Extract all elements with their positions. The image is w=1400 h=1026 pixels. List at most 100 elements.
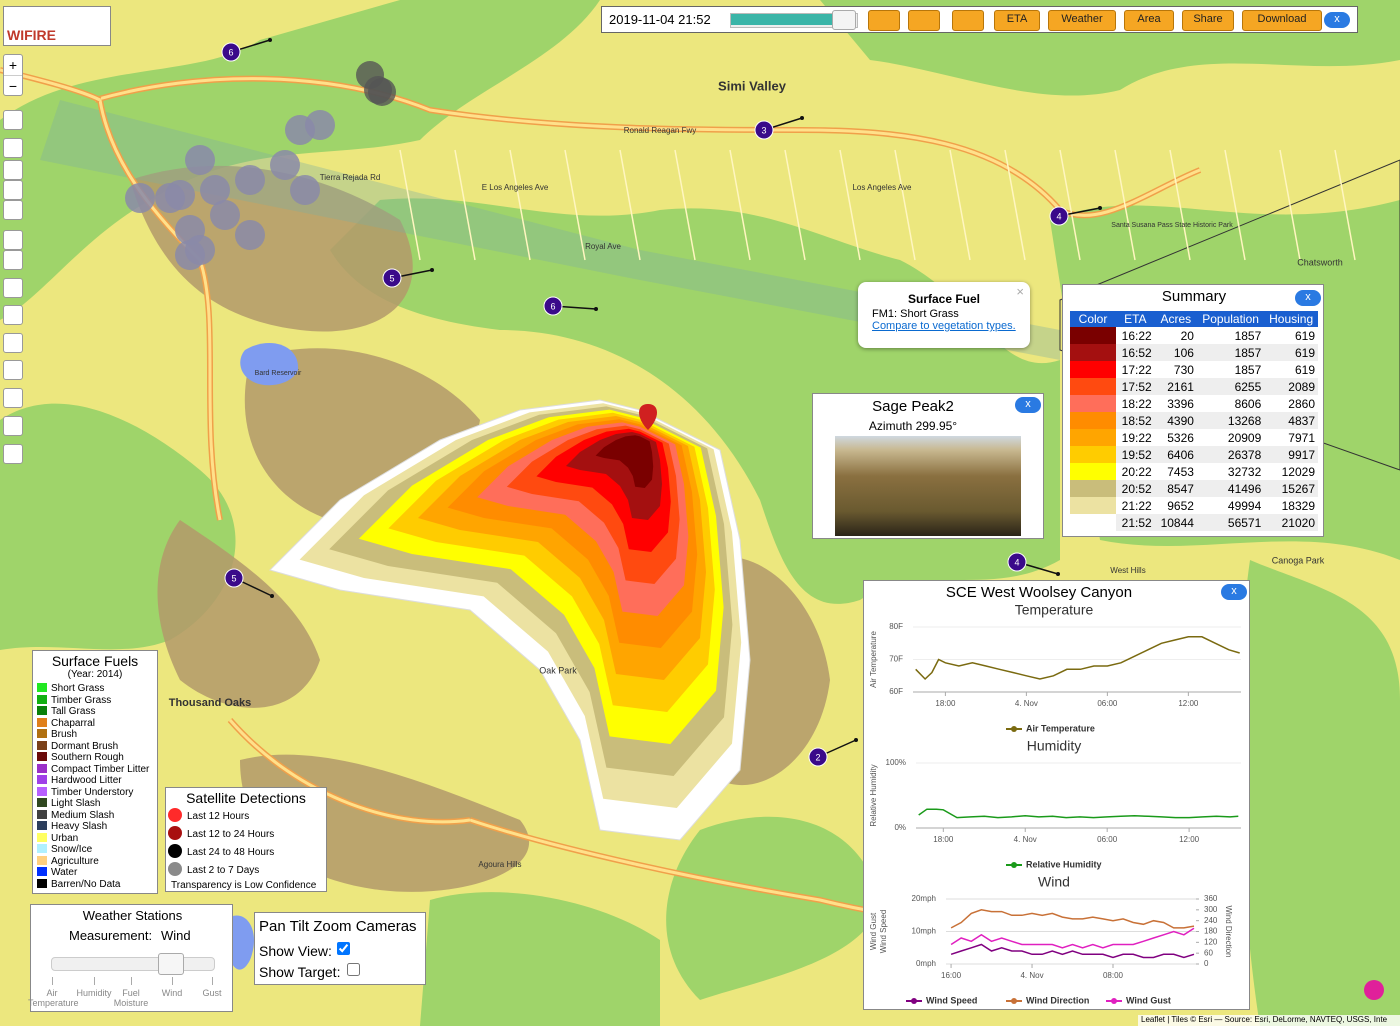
- close-button[interactable]: x: [1324, 12, 1350, 28]
- slider-handle[interactable]: [158, 953, 184, 975]
- tool-button[interactable]: [3, 360, 23, 380]
- weather-station[interactable]: [808, 747, 828, 767]
- control-button[interactable]: [952, 10, 984, 31]
- x-tick-label: 18:00: [933, 835, 954, 844]
- camera-image[interactable]: [835, 436, 1021, 536]
- tool-button[interactable]: [3, 305, 23, 325]
- legend-label: Tall Grass: [51, 706, 96, 717]
- street: [564, 149, 586, 261]
- popup-close[interactable]: ×: [1016, 284, 1024, 299]
- toolbar: 2019-11-04 21:52 ETA Weather Area Share Downl…: [601, 6, 1358, 33]
- y2-tick-label: 240: [1204, 916, 1218, 925]
- legend-label: Water: [51, 867, 78, 878]
- tool-button[interactable]: [3, 388, 23, 408]
- summary-cell: 20:22: [1121, 464, 1152, 479]
- toolbar-button[interactable]: Download: [1242, 10, 1322, 31]
- legend-swatch: [37, 694, 47, 704]
- summary-cell: 56571: [1227, 515, 1262, 530]
- legend-label: Wind Speed: [926, 995, 977, 1005]
- legend-marker: [1011, 998, 1017, 1004]
- x-tick-label: 4. Nov: [1014, 835, 1037, 844]
- legend-marker: [911, 998, 917, 1004]
- weather-station[interactable]: [1007, 552, 1027, 572]
- column-header: Acres: [1160, 312, 1192, 326]
- tool-button[interactable]: [3, 110, 23, 130]
- tool-button[interactable]: [3, 416, 23, 436]
- summary-table: Color ETA Acres Population Housing 16:22 20 185…: [1070, 311, 1318, 531]
- control-button[interactable]: [868, 10, 900, 31]
- eta-color: [1070, 361, 1116, 378]
- tool-button[interactable]: [3, 333, 23, 353]
- legend-item: Brush: [33, 729, 157, 741]
- tool-button[interactable]: [3, 278, 23, 298]
- toolbar-button[interactable]: ETA: [994, 10, 1040, 31]
- summary-panel: Summary x Color ETA Acres Population Housing 16…: [1062, 284, 1324, 537]
- chart-title: Wind: [1038, 874, 1070, 890]
- map-label: Tierra Rejada Rd: [320, 173, 381, 182]
- close-button[interactable]: x: [1015, 397, 1041, 413]
- toolbar-button[interactable]: Weather: [1048, 10, 1116, 31]
- summary-row: 17:22 730 1857 619: [1070, 361, 1318, 378]
- close-button[interactable]: x: [1221, 584, 1247, 600]
- zoom-button[interactable]: −: [4, 75, 22, 96]
- eta-color: [1070, 327, 1116, 344]
- street: [1224, 149, 1246, 261]
- weather-station[interactable]: [221, 42, 241, 62]
- show-view-checkbox[interactable]: [337, 942, 350, 955]
- toolbar-button[interactable]: Share: [1182, 10, 1234, 31]
- camera-button[interactable]: [1364, 980, 1384, 1000]
- attribution: Leaflet | Tiles © Esri — Source: Esri, D…: [1138, 1015, 1400, 1026]
- close-button[interactable]: x: [1295, 290, 1321, 306]
- camera-popup: Sage Peak2 x Azimuth 299.95°: [812, 393, 1044, 539]
- summary-row: 21:52 10844 56571 21020: [1070, 514, 1318, 531]
- tool-button[interactable]: [3, 138, 23, 158]
- y-axis-label: Relative Humidity: [869, 764, 878, 826]
- legend-item: Chaparral: [33, 717, 157, 730]
- tool-button[interactable]: [3, 200, 23, 220]
- arrow-head: [1056, 572, 1060, 576]
- brush-area: [157, 520, 320, 708]
- tool-button[interactable]: [3, 180, 23, 200]
- tool-button[interactable]: [3, 230, 23, 250]
- legend-label: Air Temperature: [1026, 723, 1095, 733]
- y-tick-label: 70F: [889, 655, 903, 664]
- summary-cell: 21020: [1281, 515, 1315, 530]
- summary-cell: 6255: [1234, 379, 1262, 394]
- weather-station[interactable]: [754, 120, 774, 140]
- summary-row: 21:22 9652 49994 18329: [1070, 497, 1318, 514]
- legend-item: Medium Slash: [33, 809, 157, 822]
- popup-link[interactable]: Compare to vegetation types.: [872, 320, 1016, 332]
- weather-station[interactable]: [543, 296, 563, 316]
- datetime: 2019-11-04 21:52: [609, 12, 711, 27]
- slider-track[interactable]: [51, 957, 215, 971]
- summary-cell: 18:52: [1121, 413, 1152, 428]
- summary-cell: 41496: [1227, 481, 1262, 496]
- tool-button[interactable]: [3, 444, 23, 464]
- summary-cell: 32732: [1227, 464, 1262, 479]
- legend-marker: [1011, 726, 1017, 732]
- slider-tick: [94, 977, 95, 985]
- toolbar-button[interactable]: Area: [1124, 10, 1174, 31]
- weather-station[interactable]: [224, 568, 244, 588]
- legend-label: Last 2 to 7 Days: [187, 865, 260, 876]
- control-button[interactable]: [908, 10, 940, 31]
- zoom-button[interactable]: +: [8, 57, 18, 73]
- y-tick-label: 100%: [886, 758, 906, 767]
- tool-button[interactable]: [3, 250, 23, 270]
- legend-swatch: [168, 808, 182, 822]
- eta-color: [1070, 344, 1116, 361]
- summary-cell: 21:22: [1121, 498, 1152, 513]
- legend-label: Barren/No Data: [51, 878, 121, 890]
- map-label: Royal Ave: [585, 242, 621, 251]
- time-slider-handle[interactable]: [832, 10, 856, 30]
- street: [509, 149, 531, 261]
- tool-button[interactable]: [3, 160, 23, 180]
- weather-station[interactable]: [382, 268, 402, 288]
- legend-label: Timber Understory: [51, 786, 134, 798]
- weather-stations-panel: Weather Stations Measurement: Wind Air Temp…: [28, 904, 233, 1012]
- surface-fuels-legend: Surface Fuels (Year: 2014) Short Grass Timb…: [32, 650, 158, 894]
- show-target-checkbox[interactable]: [347, 963, 360, 976]
- weather-station[interactable]: [1049, 206, 1069, 226]
- satellite-detection: [185, 145, 215, 175]
